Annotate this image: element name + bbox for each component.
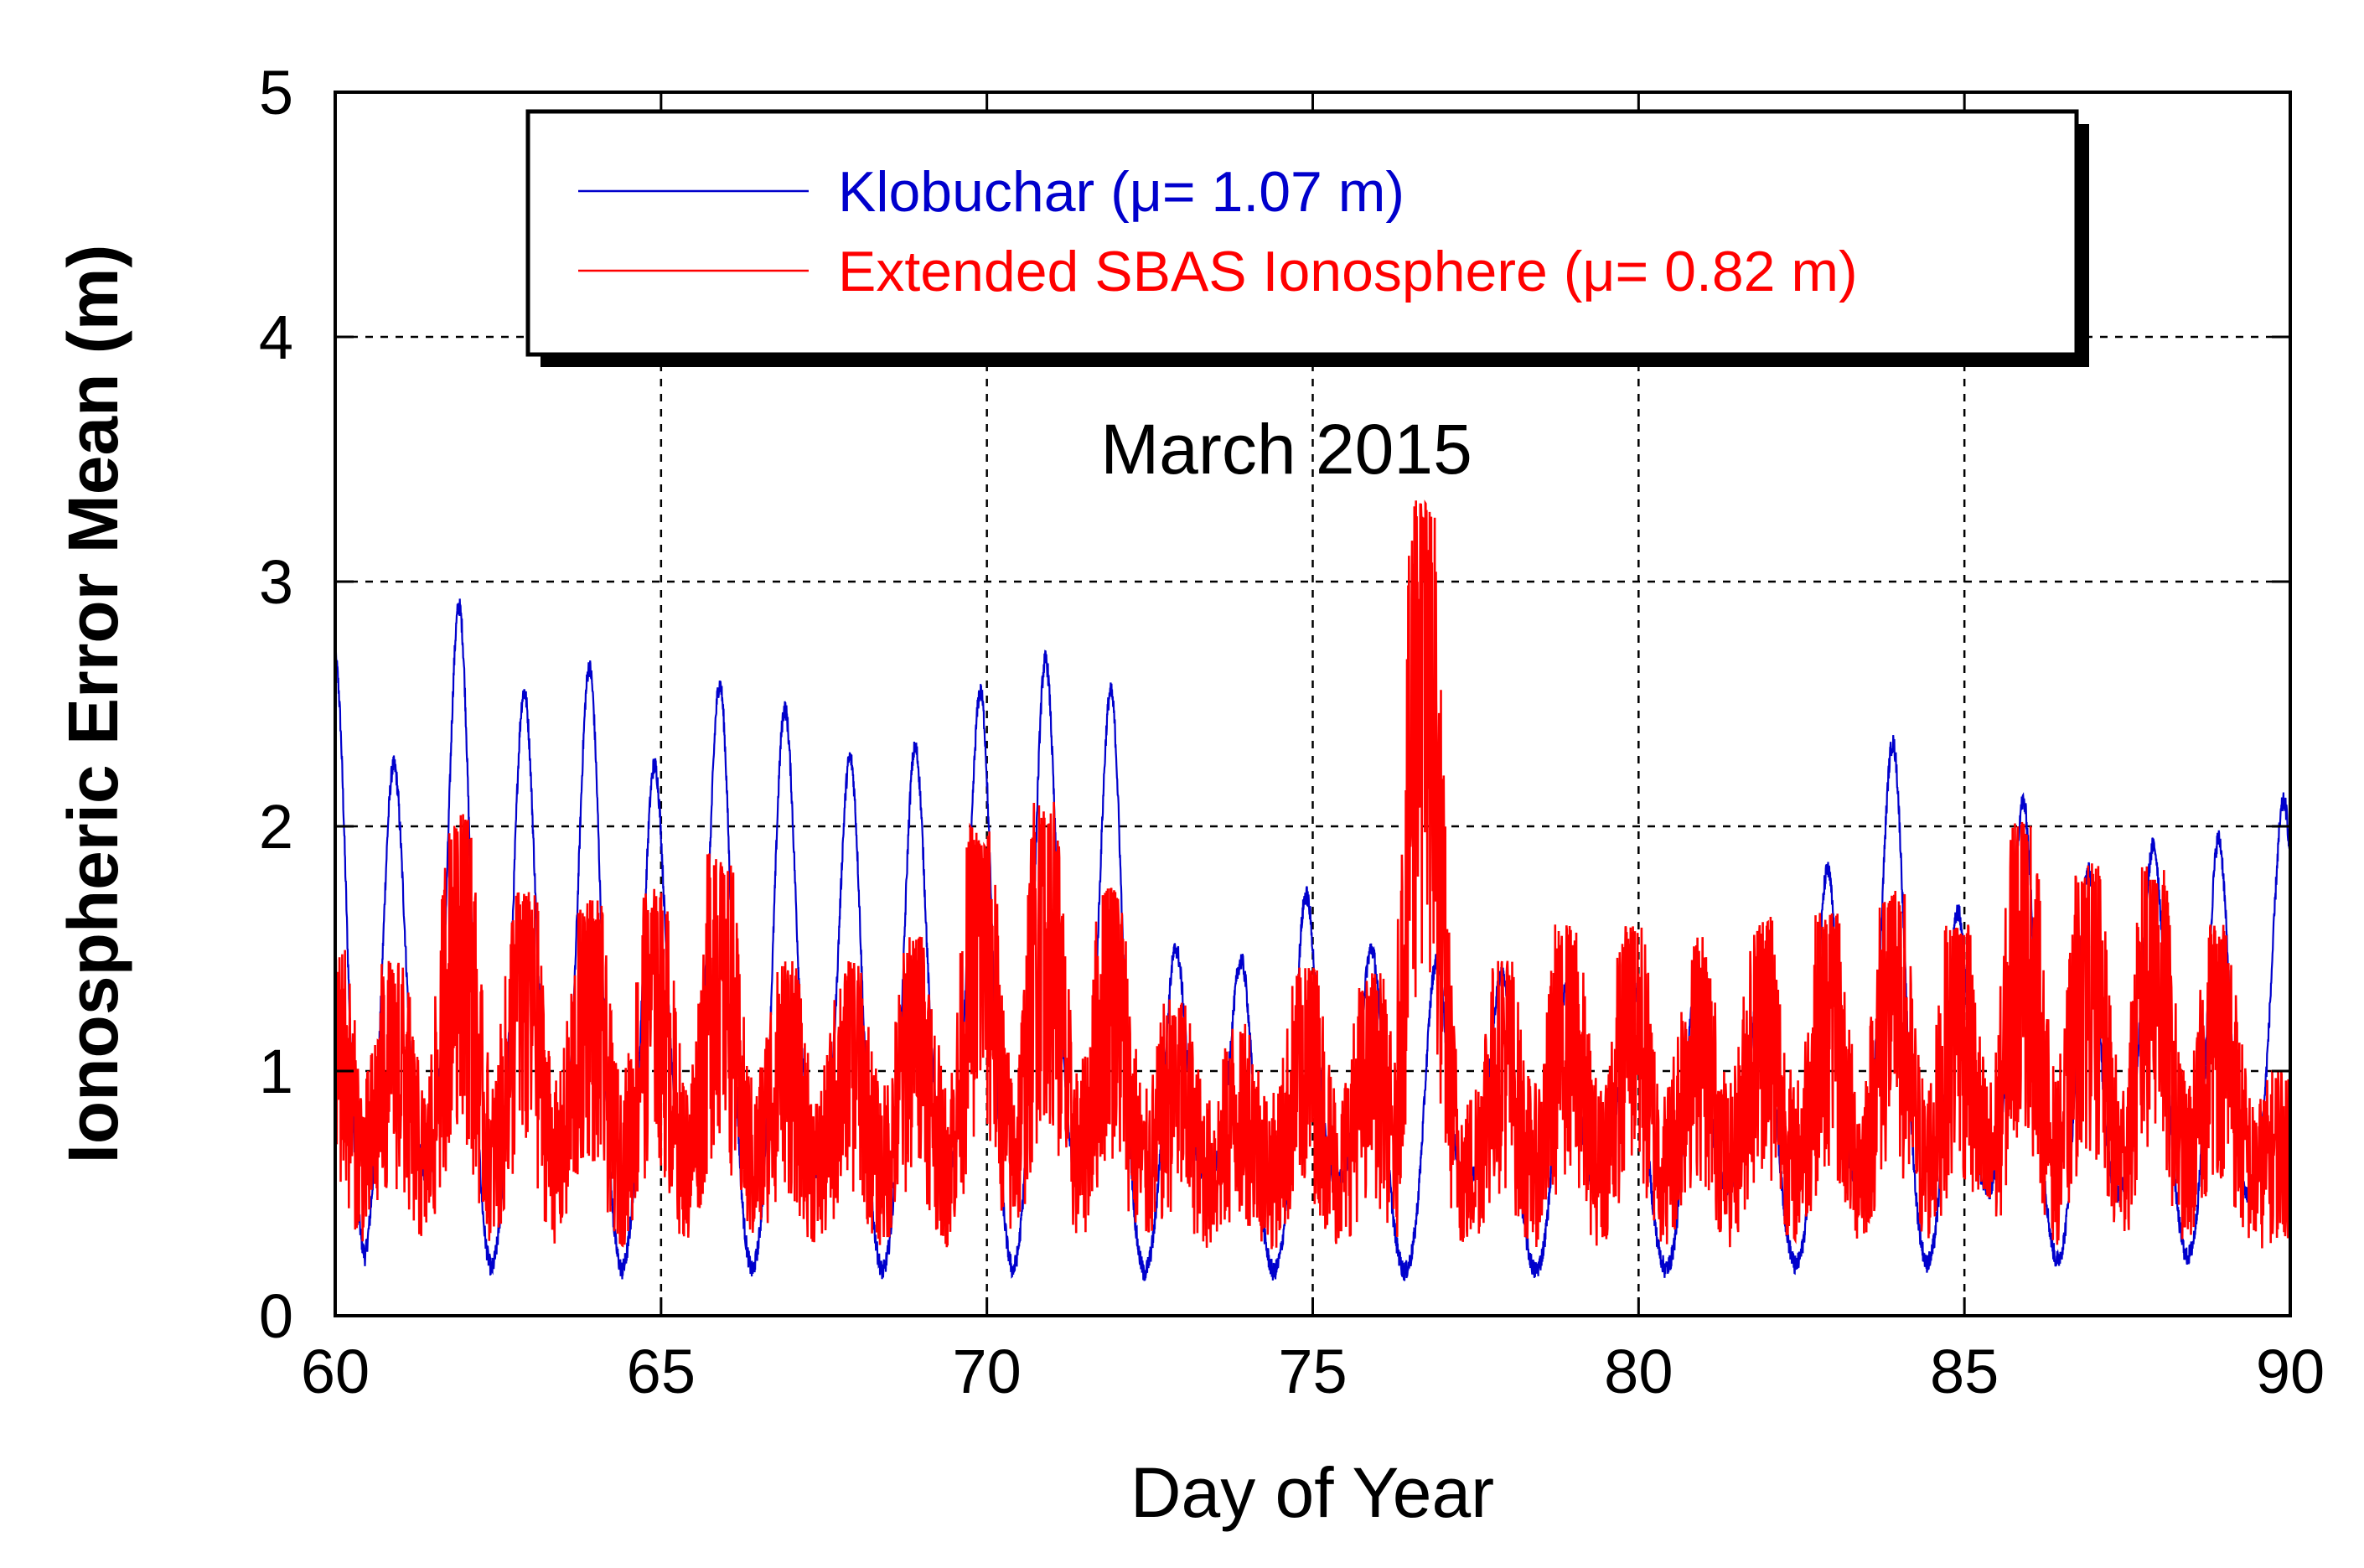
y-axis-title: Ionospheric Error Mean (m) bbox=[54, 245, 132, 1164]
y-tick-label: 5 bbox=[259, 58, 293, 127]
series-line-extended-sbas bbox=[335, 499, 2290, 1250]
x-tick-label: 70 bbox=[953, 1337, 1022, 1406]
x-axis-title: Day of Year bbox=[1130, 1453, 1494, 1532]
legend-box bbox=[525, 109, 2079, 357]
y-tick-label: 1 bbox=[259, 1037, 293, 1106]
legend-label-klobuchar: Klobuchar (μ= 1.07 m) bbox=[838, 160, 1404, 224]
axis-ticks bbox=[334, 91, 2292, 1317]
legend-label-extended-sbas: Extended SBAS Ionosphere (μ= 0.82 m) bbox=[838, 240, 1858, 303]
y-tick-label: 4 bbox=[259, 303, 293, 372]
y-tick-label: 2 bbox=[259, 792, 293, 862]
legend: Klobuchar (μ= 1.07 m) Extended SBAS Iono… bbox=[525, 109, 2089, 367]
y-tick-label: 3 bbox=[259, 547, 293, 617]
x-tick-label: 85 bbox=[1930, 1337, 1999, 1406]
y-tick-label: 0 bbox=[259, 1281, 293, 1351]
x-tick-label: 90 bbox=[2256, 1337, 2325, 1406]
x-tick-labels: 60 65 70 75 80 85 90 bbox=[301, 1337, 2325, 1406]
x-tick-label: 65 bbox=[627, 1337, 696, 1406]
series-layer bbox=[335, 499, 2290, 1281]
annotation-march-2015: March 2015 bbox=[1100, 410, 1472, 489]
x-tick-label: 60 bbox=[301, 1337, 370, 1406]
x-tick-label: 80 bbox=[1604, 1337, 1673, 1406]
x-tick-label: 75 bbox=[1278, 1337, 1347, 1406]
y-tick-labels: 0 1 2 3 4 5 bbox=[259, 58, 293, 1351]
